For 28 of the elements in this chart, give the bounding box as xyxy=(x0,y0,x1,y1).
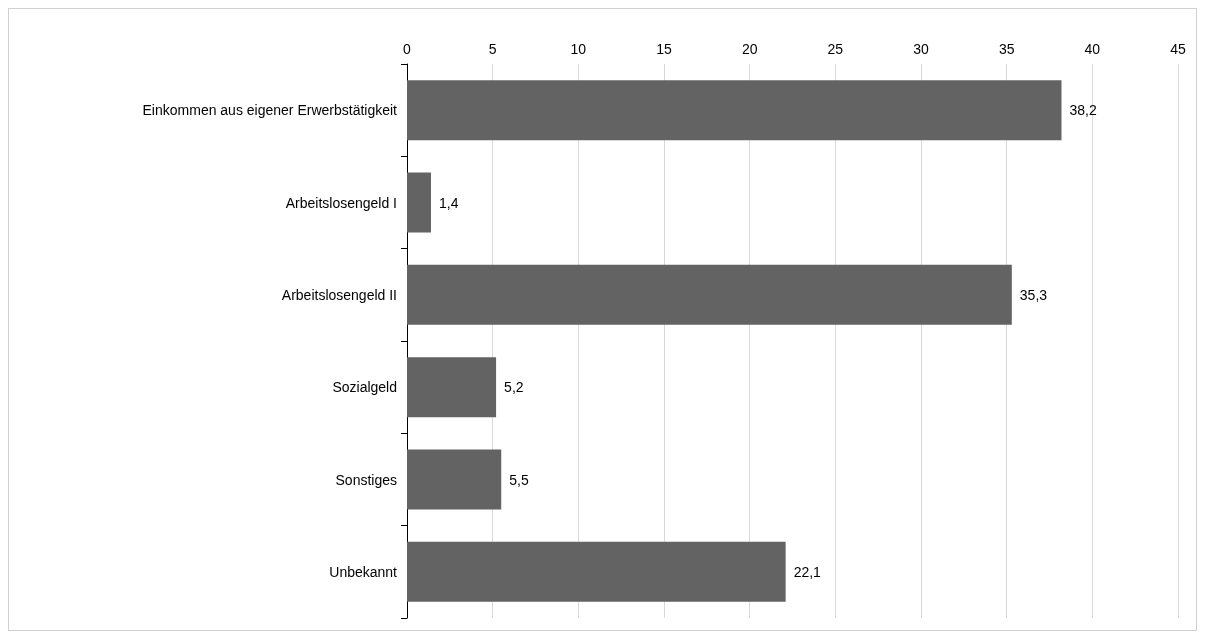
bar xyxy=(407,541,786,602)
x-tick-label: 45 xyxy=(1170,41,1186,57)
y-tick-label: Arbeitslosengeld II xyxy=(281,286,397,303)
bar xyxy=(407,172,431,233)
x-tick-label: 0 xyxy=(403,41,412,57)
y-tick-label: Arbeitslosengeld I xyxy=(285,194,397,211)
data-label: 5,2 xyxy=(504,379,524,396)
data-label: 35,3 xyxy=(1019,286,1048,303)
data-label: 1,4 xyxy=(438,194,459,211)
data-label: 5,5 xyxy=(509,471,529,488)
y-tick-label: Sonstiges xyxy=(335,471,397,488)
data-label: 38,2 xyxy=(1069,102,1097,119)
bar xyxy=(407,357,497,418)
x-tick-label: 35 xyxy=(998,41,1015,57)
x-tick-label: 5 xyxy=(488,41,497,57)
x-tick-label: 10 xyxy=(570,41,587,57)
y-tick-label: Unbekannt xyxy=(329,563,398,580)
x-tick-label: 25 xyxy=(827,41,844,57)
y-tick-label: Einkommen aus eigener Erwerbstätigkeit xyxy=(142,102,398,119)
bar xyxy=(407,449,502,510)
bar xyxy=(407,80,1062,141)
y-tick-label: Sozialgeld xyxy=(332,379,397,396)
x-tick-label: 15 xyxy=(656,41,672,57)
data-label: 22,1 xyxy=(793,563,822,580)
x-tick-label: 20 xyxy=(741,41,758,57)
bar xyxy=(407,264,1012,325)
x-tick-label: 40 xyxy=(1084,41,1101,57)
x-tick-label: 30 xyxy=(913,41,929,57)
